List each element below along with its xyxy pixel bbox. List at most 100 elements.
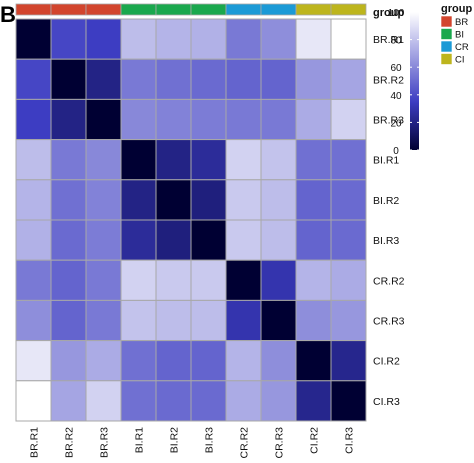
heatmap-cell: [260, 219, 297, 261]
heatmap-cell: [120, 18, 157, 60]
row-label: BI.R1: [373, 155, 399, 167]
heatmap-cell: [190, 139, 227, 181]
heatmap-cell: [155, 259, 192, 301]
heatmap-cell: [85, 259, 122, 301]
heatmap-cell: [15, 299, 52, 342]
heatmap-cell: [330, 380, 367, 422]
heatmap-cell: [155, 139, 192, 181]
heatmap-cell: [295, 18, 332, 60]
heatmap-cell: [50, 380, 87, 422]
heatmap-cell: [260, 380, 297, 422]
heatmap-cell: [295, 340, 332, 382]
column-label: BR.R1: [29, 427, 41, 458]
heatmap-cell: [190, 18, 227, 60]
row-label: BI.R2: [373, 195, 399, 207]
heatmap-cell: [15, 179, 52, 221]
color-scale-tick-label: 40: [390, 91, 402, 102]
heatmap-cell: [50, 58, 87, 100]
heatmap-cell: [260, 340, 297, 382]
heatmap-cell: [330, 340, 367, 382]
row-label: BR.R2: [373, 74, 404, 86]
heatmap-cell: [155, 299, 192, 342]
heatmap-cell: [330, 259, 367, 301]
heatmap-cell: [85, 18, 122, 60]
heatmap-cell: [120, 219, 157, 261]
row-label: CI.R3: [373, 396, 400, 408]
row-label: BI.R3: [373, 235, 399, 247]
heatmap-cell: [85, 179, 122, 221]
heatmap-cell: [190, 58, 227, 100]
heatmap-cell: [50, 139, 87, 181]
group-bar-cell: [225, 3, 262, 16]
heatmap-cell: [50, 299, 87, 342]
heatmap-cell: [295, 299, 332, 342]
group-legend-label: CR: [455, 42, 469, 53]
heatmap-cell: [225, 58, 262, 100]
heatmap-cell: [260, 98, 297, 141]
group-legend-label: BI: [455, 30, 464, 41]
heatmap-cell: [120, 340, 157, 382]
heatmap-cell: [295, 98, 332, 141]
heatmap-cell: [295, 139, 332, 181]
heatmap-cell: [190, 299, 227, 342]
heatmap-cell: [225, 139, 262, 181]
heatmap-cell: [260, 179, 297, 221]
color-scale-tick-label: 20: [390, 118, 402, 129]
column-label: CI.R3: [344, 427, 356, 454]
heatmap-cell: [330, 18, 367, 60]
heatmap-cell: [50, 18, 87, 60]
group-annotation-bar: [15, 3, 367, 16]
column-label: BI.R1: [134, 427, 146, 453]
row-label: BR.R3: [373, 115, 404, 127]
heatmap-cell: [190, 98, 227, 141]
group-bar-title: group: [373, 7, 404, 19]
heatmap-cell: [330, 98, 367, 141]
heatmap-cell: [295, 179, 332, 221]
heatmap-cell: [85, 98, 122, 141]
heatmap-cell: [15, 380, 52, 422]
column-label: BR.R3: [99, 427, 111, 458]
heatmap-cell: [190, 340, 227, 382]
group-bar-cell: [120, 3, 157, 16]
group-legend-label: BR: [455, 17, 468, 28]
group-legend-swatch: [440, 28, 453, 40]
heatmap-cell: [15, 340, 52, 382]
heatmap-cell: [295, 259, 332, 301]
heatmap-cell: [225, 179, 262, 221]
heatmap-cell: [225, 380, 262, 422]
heatmap-cell: [225, 18, 262, 60]
heatmap-cell: [50, 219, 87, 261]
heatmap-cell: [330, 179, 367, 221]
group-bar-cell: [190, 3, 227, 16]
heatmap-cell: [85, 340, 122, 382]
group-legend-swatch: [440, 15, 453, 28]
heatmap-cell: [295, 58, 332, 100]
heatmap-cell: [120, 179, 157, 221]
heatmap-cell: [15, 139, 52, 181]
group-legend-swatch: [440, 53, 453, 65]
column-label: BI.R3: [204, 427, 216, 453]
heatmap-cell: [15, 219, 52, 261]
heatmap-cell: [15, 18, 52, 60]
group-legend-label: CI: [455, 55, 465, 66]
group-bar-cell: [260, 3, 297, 16]
column-label: CI.R2: [309, 427, 321, 454]
group-bar-cell: [155, 3, 192, 16]
group-bar-cell: [330, 3, 367, 16]
heatmap-cell: [260, 259, 297, 301]
heatmap-cell: [85, 380, 122, 422]
heatmap-cell: [155, 18, 192, 60]
heatmap-cell: [330, 219, 367, 261]
heatmap-cell: [50, 98, 87, 141]
heatmap-cell: [120, 58, 157, 100]
heatmap-cell: [15, 98, 52, 141]
row-label: CI.R2: [373, 356, 400, 368]
row-labels: BR.R1 BR.R2 BR.R3 BI.R1 BI.R2 BI.R3 CR.R2 CR.R3…: [373, 34, 405, 408]
heatmap-cell: [190, 380, 227, 422]
heatmap-cell: [190, 179, 227, 221]
heatmap-cell: [155, 98, 192, 141]
color-scale-tick-label: 80: [390, 36, 402, 47]
heatmap-cell: [120, 299, 157, 342]
